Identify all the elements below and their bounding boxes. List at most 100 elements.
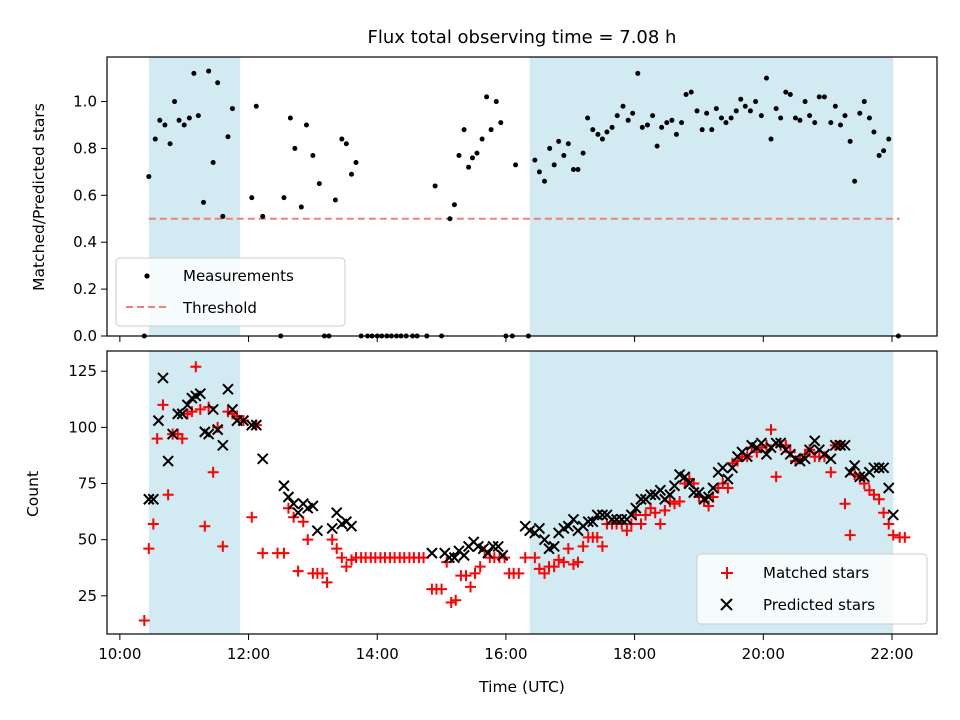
- bottom-y-tick-label: 125: [68, 362, 97, 380]
- predicted-star-point: [166, 428, 179, 440]
- top-y-tick-label: 1.0: [73, 93, 97, 111]
- measurement-point: [778, 115, 784, 121]
- top-panel: 0.0 0.2 0.4 0.6 0.8 1.0 Matched/Predicted sta…: [30, 56, 938, 345]
- matched-star-point: [176, 433, 188, 445]
- measurement-point: [669, 117, 675, 123]
- measurement-point: [484, 94, 490, 100]
- top-y-tick-label: 0.8: [73, 139, 97, 157]
- matched-star-point: [147, 518, 159, 530]
- predicted-star-point: [202, 428, 215, 440]
- predicted-star-point: [683, 477, 695, 490]
- predicted-star-point: [770, 437, 782, 449]
- measurement-point: [842, 113, 848, 119]
- measurement-point: [225, 134, 231, 140]
- matched-star-point: [722, 482, 734, 494]
- measurement-point: [432, 183, 438, 189]
- bottom-legend-box: [696, 553, 928, 625]
- top-shaded-regions: [148, 57, 894, 336]
- predicted-star-point: [246, 419, 258, 431]
- matched-star-point: [292, 565, 304, 577]
- predicted-star-point: [211, 423, 224, 436]
- measurement-point: [575, 167, 581, 173]
- measurement-point: [723, 120, 729, 126]
- measurement-point: [162, 122, 168, 128]
- predicted-star-point: [688, 486, 700, 499]
- legend-measurements-label: Measurements: [183, 267, 294, 285]
- predicted-star-point: [726, 462, 739, 474]
- measurement-point: [570, 167, 576, 173]
- predicted-star-point: [152, 414, 165, 427]
- matched-star-point: [190, 361, 202, 373]
- predicted-star-point: [256, 453, 269, 465]
- bottom-x-tick-label: 10:00: [98, 645, 141, 663]
- measurement-point: [152, 136, 158, 142]
- matched-star-point: [873, 493, 885, 505]
- predicted-star-point: [818, 448, 831, 461]
- measurement-point: [625, 117, 631, 123]
- predicted-star-point: [722, 473, 734, 485]
- measurement-point: [176, 117, 182, 123]
- measurement-point: [466, 164, 472, 170]
- predicted-star-point: [194, 387, 207, 400]
- predicted-star-point: [774, 437, 787, 449]
- predicted-star-point: [143, 493, 155, 505]
- predicted-star-point: [282, 491, 295, 503]
- measurement-point: [488, 127, 494, 133]
- measurement-point: [201, 199, 207, 205]
- legend-matched-marker: [721, 567, 733, 579]
- predicted-star-point: [644, 489, 657, 501]
- matched-star-point: [157, 399, 169, 411]
- matched-star-point: [302, 534, 314, 546]
- measurement-point: [783, 89, 789, 95]
- measurement-point: [763, 75, 769, 81]
- matched-star-point: [844, 529, 856, 541]
- measurement-point: [220, 213, 226, 219]
- measurement-point: [547, 145, 553, 151]
- measurement-point: [599, 136, 605, 142]
- predicted-star-point: [307, 500, 319, 512]
- bottom-y-ticks: 25 50 75 100 125: [68, 362, 107, 605]
- predicted-star-point: [330, 507, 343, 519]
- predicted-star-point: [162, 455, 174, 467]
- matched-star-point: [621, 525, 633, 537]
- measurement-point: [802, 99, 808, 105]
- measurement-point: [871, 129, 877, 135]
- measurement-point: [683, 92, 689, 98]
- matched-star-point: [659, 504, 671, 516]
- predicted-star-point: [181, 399, 194, 411]
- measurement-point: [792, 115, 798, 121]
- measurement-point: [292, 145, 298, 151]
- predicted-star-point: [226, 403, 239, 416]
- predicted-star-point: [548, 540, 560, 553]
- measurement-point: [585, 115, 591, 121]
- matched-star-point: [151, 433, 163, 445]
- matched-star-point: [297, 516, 309, 528]
- matched-star-point: [899, 531, 911, 543]
- top-legend-box: [115, 257, 346, 327]
- measurement-point: [664, 120, 670, 126]
- matched-star-point: [635, 518, 647, 530]
- legend-threshold-label: Threshold: [182, 299, 257, 317]
- top-y-tick-label: 0.6: [73, 186, 97, 204]
- matched-star-point: [878, 507, 890, 519]
- matched-star-point: [138, 615, 150, 627]
- predicted-star-point: [443, 551, 456, 564]
- predicted-star-point: [616, 513, 628, 526]
- predicted-star-point: [496, 549, 509, 562]
- measurement-point: [758, 113, 764, 119]
- predicted-star-point: [292, 507, 304, 519]
- measurement-point: [787, 92, 793, 98]
- predicted-star-point: [311, 524, 324, 537]
- measurement-point: [253, 103, 259, 109]
- predicted-star-point: [741, 450, 753, 463]
- measurement-point: [456, 152, 462, 158]
- predicted-star-point: [877, 462, 890, 474]
- measurement-point: [614, 113, 620, 119]
- measurement-point: [852, 178, 858, 184]
- predicted-star-point: [596, 509, 609, 521]
- matched-star-point: [640, 509, 652, 521]
- matched-star-point: [770, 471, 782, 483]
- top-y-tick-label: 0.0: [73, 327, 97, 345]
- measurement-point: [816, 94, 822, 100]
- measurement-point: [753, 99, 759, 105]
